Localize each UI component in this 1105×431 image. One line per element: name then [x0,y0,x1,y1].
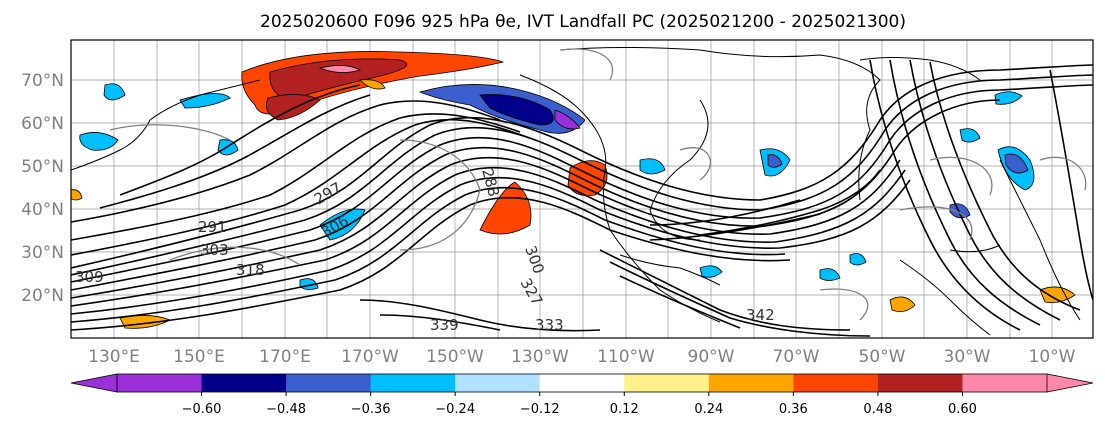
theta-e-contours [71,59,1093,337]
colorbar-swatch [370,374,456,392]
lat-label-60n: 60°N [21,114,64,134]
lon-label-70w: 70°W [773,347,820,367]
colorbar-tick-label: −0.24 [435,402,475,417]
lon-label-150w: 150°W [426,347,484,367]
lon-label-10w: 10°W [1029,347,1076,367]
colorbar-swatch [539,374,625,392]
lon-label-130e: 130°E [88,347,140,367]
colorbar-tick-label: 0.12 [610,402,639,417]
figure-title: 2025020600 F096 925 hPa θe, IVT Landfall… [260,12,906,32]
contour-label-333: 333 [535,316,564,334]
lat-labels: 70°N 60°N 50°N 40°N 30°N 20°N [21,71,64,306]
lat-label-20n: 20°N [21,286,64,306]
coastlines [71,47,1081,336]
contour-label-291: 291 [198,218,227,236]
lon-label-150e: 150°E [173,347,225,367]
lon-label-170e: 170°E [259,347,311,367]
colorbar-tick-label: −0.12 [520,402,560,417]
lon-label-170w: 170°W [341,347,399,367]
colorbar-tick-label: 0.24 [694,402,723,417]
colorbar-tick-label: 0.60 [948,402,977,417]
lon-label-90w: 90°W [688,347,735,367]
colorbar-swatch [286,374,372,392]
lon-labels: 130°E 150°E 170°E 170°W 150°W 130°W 110°… [88,347,1076,367]
colorbar-tick-label: 0.36 [779,402,808,417]
colorbar-tick-label: −0.48 [266,402,306,417]
lon-label-130w: 130°W [511,347,569,367]
contour-label-303: 303 [200,241,229,259]
map-panel: 288 291 297 300 303 306 309 318 327 333 … [21,39,1094,367]
colorbar-swatch [201,374,287,392]
colorbar-tick-label: −0.60 [182,402,222,417]
colorbar-frame [116,373,1048,393]
lon-label-110w: 110°W [597,347,655,367]
map-frame [70,39,1094,339]
colorbar-swatch [117,374,203,392]
colorbar-tick-label: 0.48 [863,402,892,417]
contour-label-318: 318 [236,261,265,279]
lon-label-50w: 50°W [859,347,906,367]
colorbar-swatch [708,374,794,392]
colorbar-swatch [877,374,963,392]
colorbar-swatches [117,374,1048,392]
lat-label-30n: 30°N [21,243,64,263]
colorbar-swatch [455,374,541,392]
colorbar-ticks: −0.60 −0.48 −0.36 −0.24 −0.12 0.12 0.24 0.36 0.4… [182,392,977,417]
lat-label-70n: 70°N [21,71,64,91]
contour-label-339: 339 [430,316,459,334]
colorbar: −0.60 −0.48 −0.36 −0.24 −0.12 0.12 0.24 0.36 0.4… [70,373,1094,417]
shaded-anomalies [71,51,1076,329]
lat-label-40n: 40°N [21,200,64,220]
colorbar-tick-label: −0.36 [351,402,391,417]
colorbar-swatch [962,374,1048,392]
colorbar-swatch [624,374,710,392]
contour-label-342: 342 [746,306,775,324]
ivt-contours [109,48,1087,321]
lat-label-50n: 50°N [21,157,64,177]
lon-label-30w: 30°W [944,347,991,367]
contour-label-309: 309 [75,268,104,286]
colorbar-swatch [793,374,879,392]
